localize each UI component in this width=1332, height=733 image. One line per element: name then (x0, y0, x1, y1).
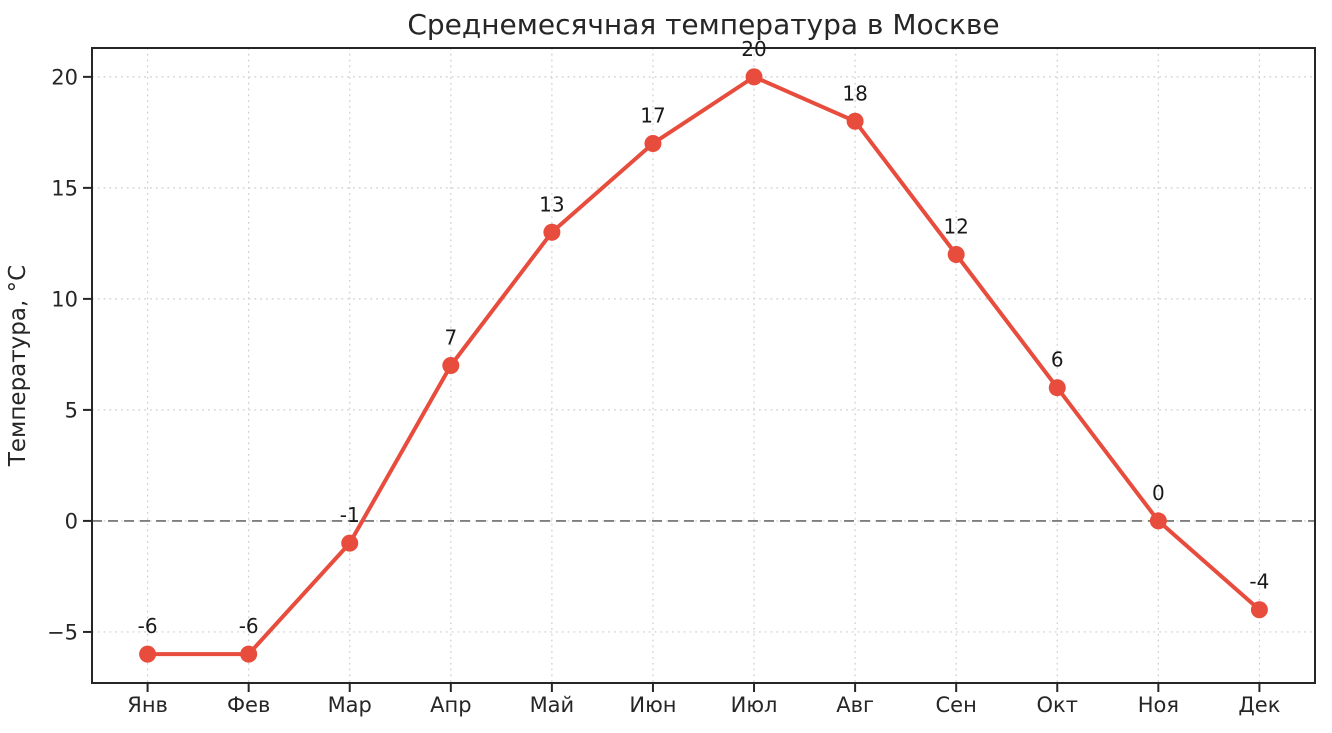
data-point-label: 18 (842, 81, 867, 105)
data-point (1250, 601, 1268, 619)
y-tick-label: −5 (47, 620, 78, 644)
data-point (442, 357, 460, 374)
x-tick-label: Сен (936, 693, 977, 717)
data-point-label: 13 (539, 192, 564, 216)
data-point (341, 534, 359, 552)
y-tick-label: 15 (51, 176, 78, 200)
y-tick-label: 0 (65, 509, 78, 533)
y-tick-label: 5 (65, 398, 78, 422)
x-tick-label: Июн (629, 693, 676, 717)
plot-area: Янв Фев Мар Апр Май Июн Июл Авг Сен Окт Ноя Дек 20 15… (47, 37, 1316, 717)
data-point (1149, 512, 1167, 530)
y-tick-label: 20 (51, 65, 78, 89)
x-tick-label: Май (530, 693, 575, 717)
data-point-label: 20 (741, 37, 766, 61)
data-point-label: -4 (1249, 570, 1269, 594)
x-tick-label: Фев (227, 693, 270, 717)
x-tick-label: Ноя (1138, 693, 1179, 717)
plot-border (91, 47, 1316, 684)
x-tick-label: Окт (1037, 693, 1078, 717)
data-point-label: -6 (239, 614, 259, 638)
data-point-label: 17 (640, 103, 665, 127)
data-point (947, 245, 965, 263)
data-point (1048, 379, 1066, 397)
grid (92, 48, 1315, 683)
y-axis-label: Температура, °C (5, 265, 31, 467)
x-tick-label: Июл (731, 693, 778, 717)
y-tick-label: 10 (51, 287, 78, 311)
data-point-label: 6 (1051, 348, 1064, 372)
data-point (644, 134, 662, 152)
chart-title: Среднемесячная температура в Москве (407, 8, 999, 41)
x-tick-label: Янв (127, 693, 168, 717)
x-tick-label: Апр (430, 693, 471, 717)
data-point (745, 68, 763, 86)
data-point (139, 645, 157, 663)
x-tick-label: Дек (1238, 693, 1280, 717)
data-point-label: 12 (943, 214, 968, 238)
tick-marks (83, 75, 1261, 692)
data-point-label: -6 (138, 614, 158, 638)
x-tick-label: Мар (328, 693, 372, 717)
data-point-label: 7 (444, 326, 457, 350)
temperature-line (145, 74, 1262, 657)
x-tick-label: Авг (836, 693, 874, 717)
data-point-label: 0 (1152, 481, 1165, 505)
data-point-label: -1 (340, 503, 360, 527)
data-point (846, 112, 864, 130)
data-point (543, 223, 561, 241)
data-point (240, 645, 258, 663)
